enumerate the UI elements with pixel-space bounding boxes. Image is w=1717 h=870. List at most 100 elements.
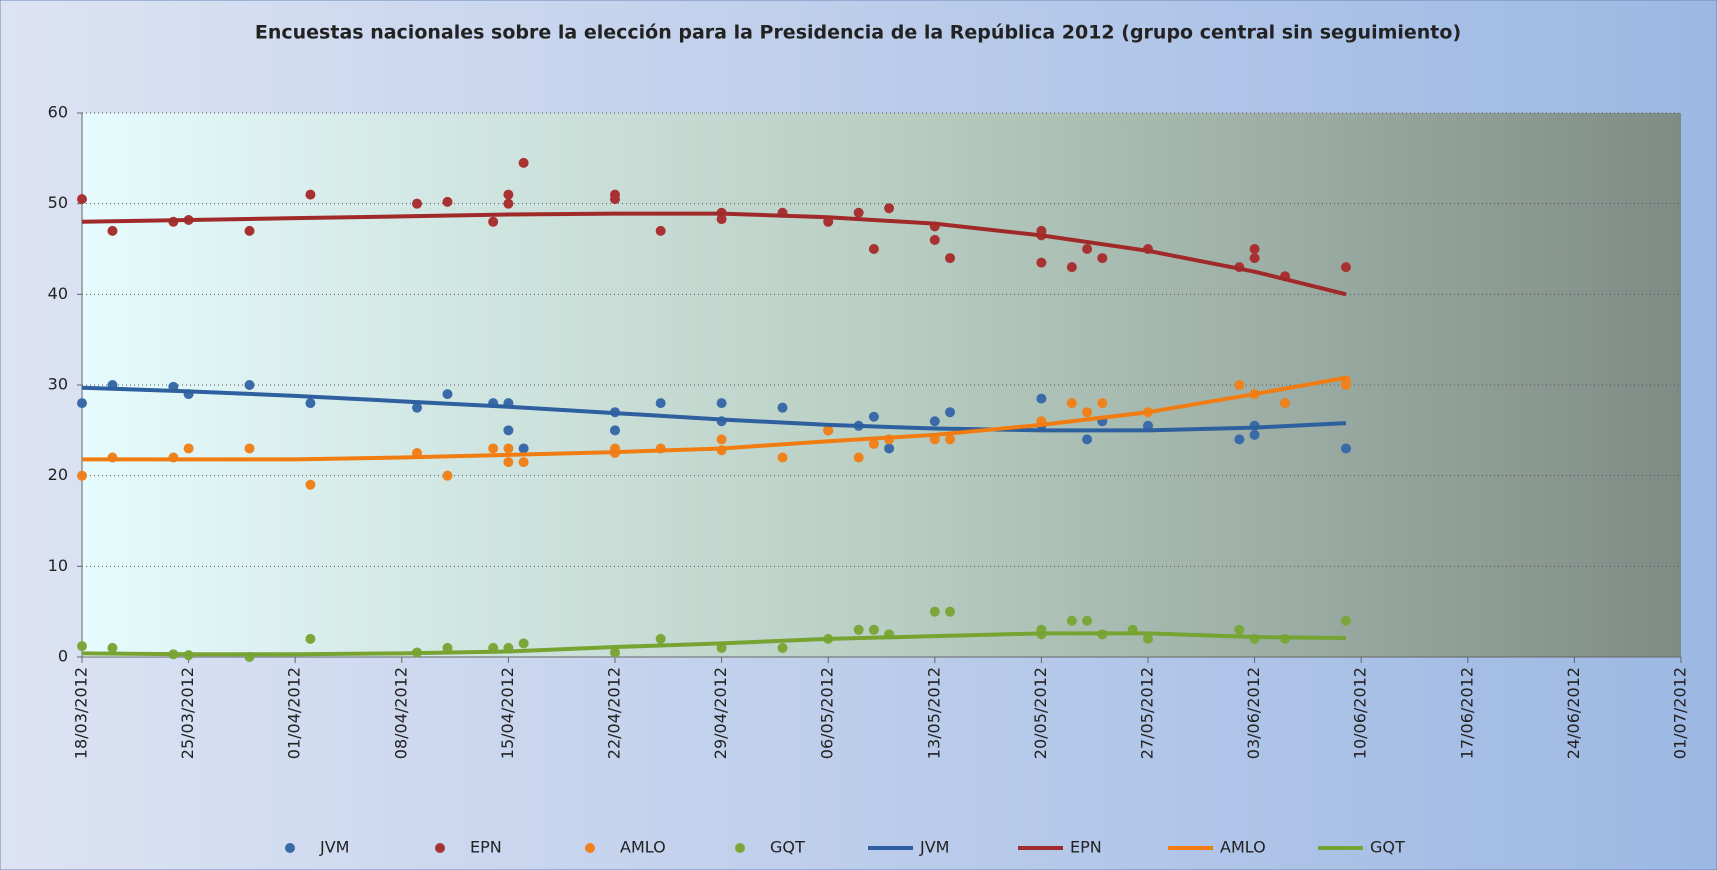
trend-line	[81, 631, 1346, 657]
data-point	[1036, 393, 1047, 404]
data-point	[305, 633, 316, 644]
trend-line	[81, 385, 1347, 433]
trend-line	[81, 211, 1347, 297]
data-point	[945, 407, 956, 418]
y-tick-label: 30	[48, 375, 68, 394]
data-point	[518, 157, 529, 168]
legend-swatch	[735, 843, 745, 853]
data-point	[1340, 443, 1351, 454]
data-point	[1082, 407, 1093, 418]
x-tick-label: 17/06/2012	[1457, 667, 1476, 759]
data-point	[503, 198, 514, 209]
trend-line	[82, 375, 1347, 462]
legend-label: EPN	[470, 838, 502, 857]
data-point	[853, 452, 864, 463]
data-point	[884, 443, 895, 454]
data-point	[305, 189, 316, 200]
legend-label: AMLO	[620, 838, 666, 857]
data-point	[244, 225, 255, 236]
y-tick-label: 60	[48, 103, 68, 122]
data-point	[503, 443, 514, 454]
data-point	[503, 457, 514, 468]
data-point	[244, 380, 255, 390]
x-tick-label: 29/04/2012	[711, 667, 730, 759]
data-point	[655, 633, 666, 644]
data-point	[442, 470, 453, 481]
data-point	[884, 203, 895, 214]
data-point	[503, 425, 514, 436]
legend-swatch	[285, 843, 295, 853]
data-point	[305, 479, 316, 490]
data-point	[412, 402, 423, 413]
data-point	[1143, 633, 1153, 644]
legend-label: GQT	[770, 838, 805, 857]
y-tick-label: 10	[48, 556, 68, 575]
x-tick-label: 22/04/2012	[605, 667, 624, 759]
data-point	[503, 189, 514, 200]
data-point	[412, 198, 423, 209]
data-point	[518, 443, 529, 454]
data-point	[1280, 398, 1291, 409]
data-point	[945, 434, 956, 445]
legend-swatch	[585, 843, 595, 853]
data-point	[823, 425, 834, 436]
data-point	[868, 411, 879, 422]
data-point	[77, 641, 87, 652]
data-point	[1340, 615, 1351, 626]
data-point	[1249, 253, 1260, 264]
legend-label: JVM	[319, 838, 349, 857]
data-point	[610, 647, 620, 658]
data-point	[777, 402, 788, 413]
data-point	[853, 207, 864, 218]
data-point	[442, 196, 453, 207]
data-point	[77, 470, 87, 481]
data-point	[777, 452, 788, 463]
y-tick-label: 40	[48, 284, 68, 303]
data-point	[777, 642, 788, 653]
data-point	[945, 606, 956, 617]
legend-label: AMLO	[1220, 838, 1266, 857]
x-tick-label: 20/05/2012	[1031, 667, 1050, 759]
data-point	[929, 234, 940, 245]
x-tick-label: 15/04/2012	[498, 667, 517, 759]
x-tick-label: 25/03/2012	[178, 667, 197, 759]
data-point	[1340, 380, 1351, 390]
x-tick-label: 01/04/2012	[285, 667, 304, 759]
data-point	[1036, 257, 1047, 268]
x-tick-label: 01/07/2012	[1671, 667, 1690, 759]
data-point	[244, 443, 255, 454]
chart-title: Encuestas nacionales sobre la elección p…	[255, 22, 1461, 44]
data-point	[77, 398, 87, 409]
x-tick-label: 18/03/2012	[72, 667, 91, 759]
legend-swatch	[435, 843, 445, 853]
data-point	[1340, 262, 1351, 273]
legend-label: JVM	[919, 838, 949, 857]
data-point	[929, 606, 940, 617]
y-tick-label: 20	[48, 465, 68, 484]
legend-label: EPN	[1070, 838, 1102, 857]
data-point	[655, 398, 666, 409]
data-point	[868, 624, 879, 635]
data-point	[1097, 398, 1108, 409]
data-point	[716, 214, 727, 225]
data-point	[77, 194, 87, 205]
x-tick-label: 10/06/2012	[1351, 667, 1370, 759]
data-point	[442, 642, 453, 653]
data-point	[1234, 624, 1245, 635]
data-point	[929, 416, 940, 427]
y-tick-label: 50	[48, 193, 68, 212]
data-point	[1234, 380, 1245, 390]
data-point	[518, 457, 529, 468]
x-tick-label: 08/04/2012	[391, 667, 410, 759]
data-point	[107, 225, 118, 236]
y-tick-label: 0	[58, 647, 68, 666]
x-tick-label: 24/06/2012	[1564, 667, 1583, 759]
data-point	[610, 194, 620, 205]
legend-label: GQT	[1370, 838, 1405, 857]
data-point	[853, 624, 864, 635]
data-point	[655, 225, 666, 236]
data-point	[305, 398, 316, 409]
data-point	[716, 398, 727, 409]
x-tick-label: 03/06/2012	[1244, 667, 1263, 759]
data-point	[1082, 244, 1093, 254]
